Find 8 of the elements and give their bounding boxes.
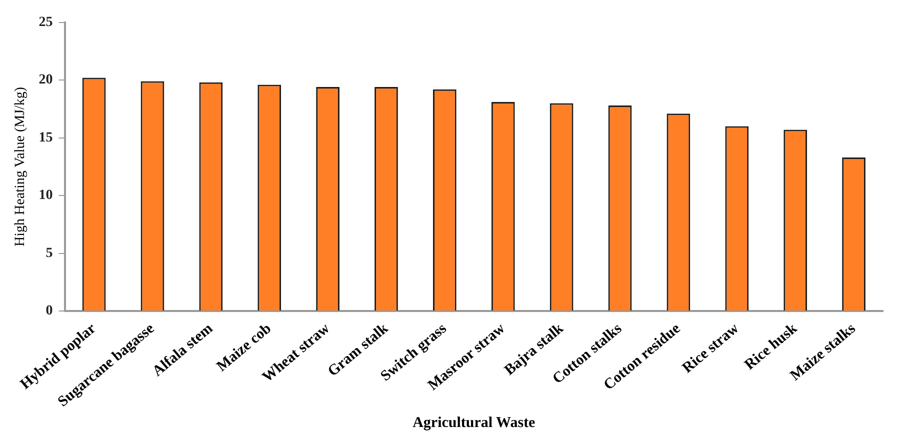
y-tick-label: 10 <box>38 188 53 204</box>
y-tick-label: 0 <box>46 304 53 319</box>
y-tick-label: 20 <box>38 72 53 88</box>
x-axis-title: Agricultural Waste <box>412 414 536 431</box>
y-tick-label: 5 <box>46 246 53 261</box>
y-tick-label: 25 <box>38 15 53 30</box>
y-axis-title: High Heating Value (MJ/kg) <box>13 86 28 246</box>
y-tick-label: 15 <box>38 130 53 146</box>
